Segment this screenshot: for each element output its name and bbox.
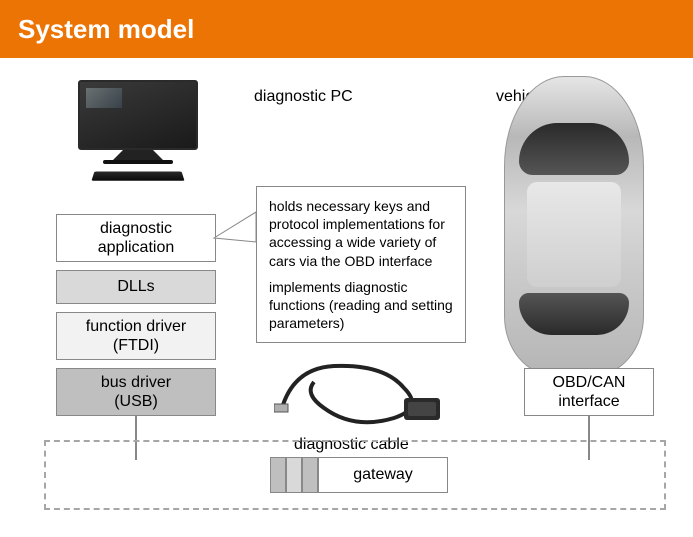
box-obd-can-interface: OBD/CAN interface — [524, 368, 654, 416]
header-bar: System model — [0, 0, 693, 58]
pc-icon — [78, 80, 198, 184]
callout-text-2: implements diagnostic functions (reading… — [269, 278, 453, 333]
box-diagnostic-application: diagnostic application — [56, 214, 216, 262]
box-bus-driver: bus driver (USB) — [56, 368, 216, 416]
gateway-slice-3 — [302, 457, 318, 493]
vehicle-icon — [504, 76, 644, 376]
cable-icon — [274, 348, 444, 438]
callout-box: holds necessary keys and protocol implem… — [256, 186, 466, 343]
label-diagnostic-pc: diagnostic PC — [254, 88, 353, 106]
page-title: System model — [18, 14, 194, 45]
box-dlls: DLLs — [56, 270, 216, 304]
gateway-label: gateway — [353, 466, 413, 484]
gateway-box: gateway — [318, 457, 448, 493]
gateway-group: gateway — [270, 457, 448, 493]
box-function-driver: function driver (FTDI) — [56, 312, 216, 360]
gateway-slice-2 — [286, 457, 302, 493]
gateway-slice-1 — [270, 457, 286, 493]
diagram-canvas: diagnostic PC vehicle diagnostic applica… — [0, 58, 693, 537]
callout-text-1: holds necessary keys and protocol implem… — [269, 197, 453, 270]
